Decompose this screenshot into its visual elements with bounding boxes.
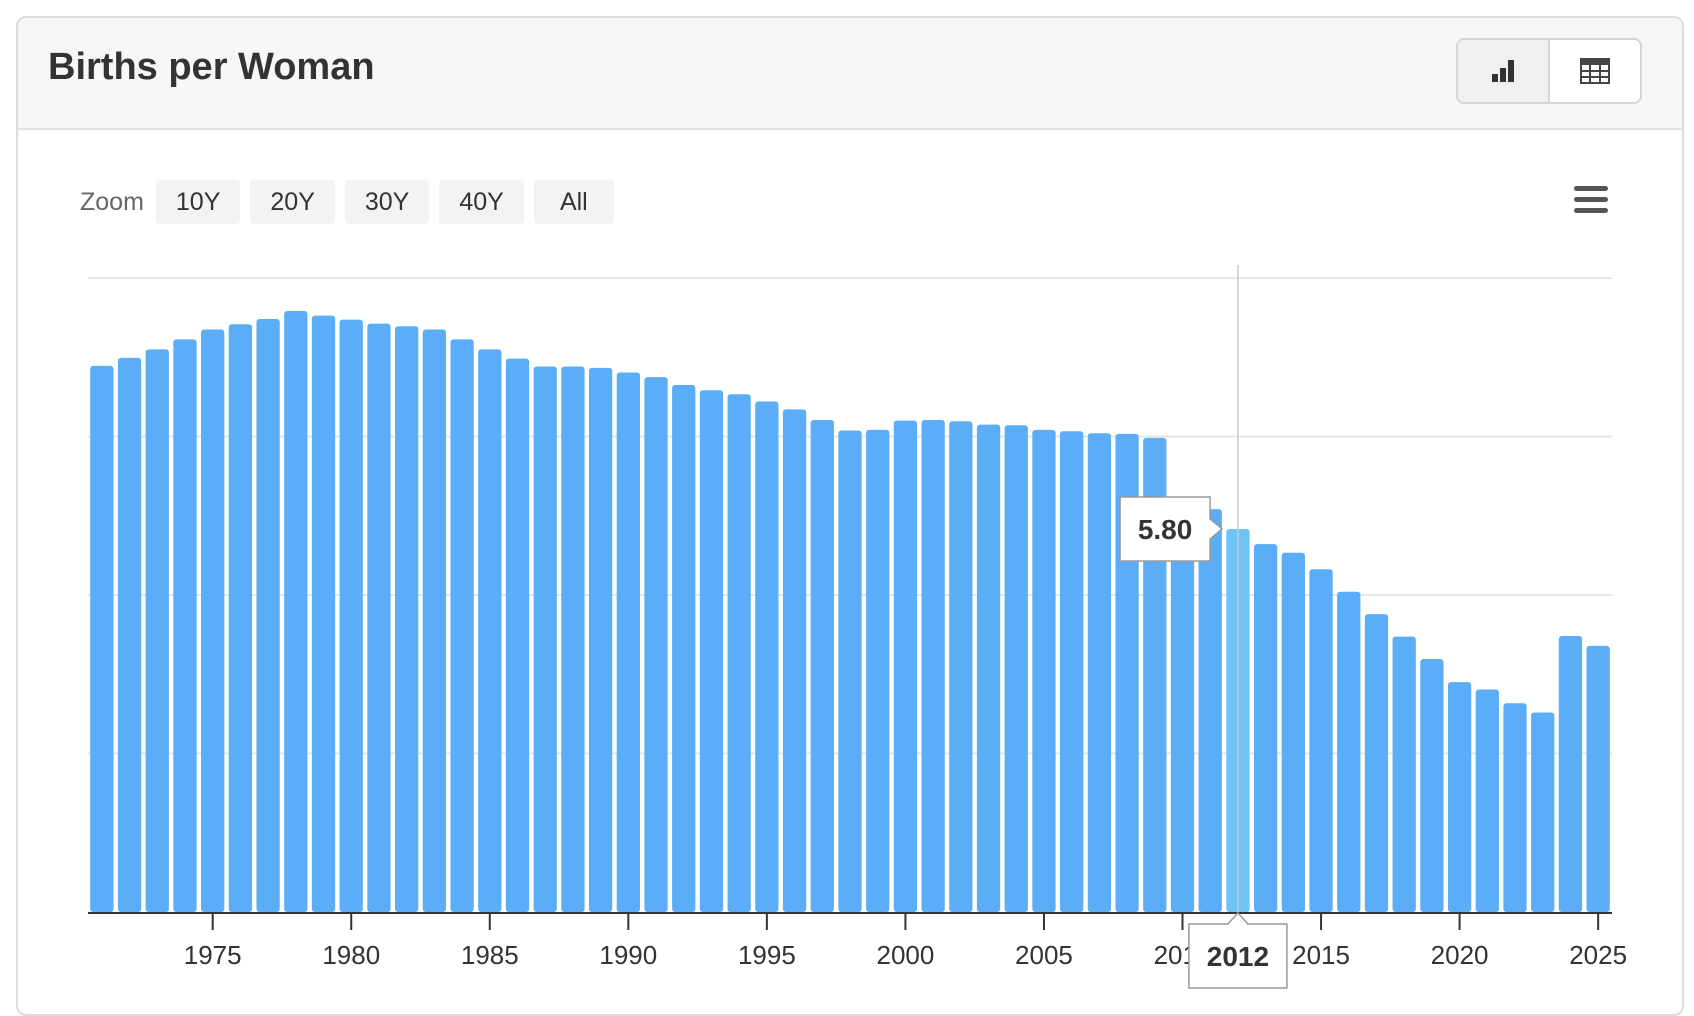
bar-1976	[228, 324, 253, 913]
bar-1986	[505, 358, 530, 913]
bar-1995	[755, 401, 779, 912]
hamburger-menu-icon[interactable]	[1574, 186, 1608, 214]
bar-2022	[1503, 703, 1527, 912]
bar-2011	[1198, 509, 1222, 912]
bar-1983	[422, 329, 447, 912]
bar-2003	[976, 424, 1001, 912]
bar-2007	[1087, 433, 1112, 912]
bar-2023	[1531, 712, 1555, 912]
bar-2016	[1337, 591, 1361, 912]
bar-1996	[782, 409, 807, 912]
bar-1998	[838, 430, 862, 912]
x-tick-label: 2000	[876, 940, 934, 970]
bar-2004	[1004, 425, 1028, 912]
bar-2001	[921, 419, 945, 912]
bar-1972	[117, 357, 142, 913]
bar-1982	[395, 326, 419, 912]
bar-1991	[644, 377, 668, 912]
bar-2024	[1558, 635, 1583, 912]
x-tick-label: 1995	[738, 940, 796, 970]
bar-1978	[284, 311, 308, 912]
bar-2014	[1281, 552, 1305, 912]
bar-2015	[1309, 569, 1333, 912]
table-icon	[1580, 58, 1610, 84]
bar-1999	[866, 429, 890, 912]
zoom-20y-button[interactable]: 20Y	[250, 180, 335, 224]
bar-2000	[893, 420, 918, 912]
bar-2018	[1392, 636, 1416, 912]
bar-chart-icon	[1492, 60, 1514, 82]
x-tick-label: 1990	[599, 940, 657, 970]
zoom-all-button[interactable]: All	[533, 180, 614, 224]
zoom-controls: Zoom 10Y 20Y 30Y 40Y All	[80, 180, 614, 224]
bar-2020	[1447, 682, 1472, 912]
x-label-tooltip-label: 2012	[1207, 941, 1269, 972]
bar-1975	[201, 329, 225, 912]
bar-1990	[616, 372, 640, 912]
bar-2002	[949, 421, 973, 912]
x-tick-label: 2020	[1431, 940, 1489, 970]
bar-1979	[311, 315, 336, 912]
bar-1981	[367, 323, 391, 913]
bar-2021	[1475, 689, 1499, 912]
zoom-40y-button[interactable]: 40Y	[439, 180, 524, 224]
bar-1988	[561, 366, 585, 912]
bar-1994	[727, 394, 751, 912]
bar-1987	[533, 366, 557, 912]
x-tick-label: 2025	[1569, 940, 1627, 970]
value-tooltip-label: 5.80	[1138, 514, 1193, 545]
x-tick-label: 1985	[461, 940, 519, 970]
page-title: Births per Woman	[48, 46, 375, 88]
zoom-10y-button[interactable]: 10Y	[155, 180, 241, 224]
value-tooltip: 5.80	[1119, 496, 1224, 562]
bar-1997	[810, 419, 834, 912]
value-tooltip-box	[1119, 496, 1224, 562]
bar-2005	[1032, 429, 1056, 912]
bar-1992	[672, 384, 696, 912]
x-tick-label: 1980	[322, 940, 380, 970]
bar-2019	[1420, 659, 1444, 912]
bar-2017	[1364, 614, 1389, 912]
bar-2013	[1253, 544, 1278, 912]
chart-view-button[interactable]	[1458, 40, 1550, 102]
bar-1974	[173, 339, 197, 912]
x-label-tooltip-box	[1188, 911, 1288, 989]
table-view-button[interactable]	[1550, 40, 1640, 102]
view-toggle	[1456, 38, 1642, 104]
bar-1984	[450, 339, 474, 912]
zoom-label: Zoom	[80, 187, 144, 216]
bar-1973	[145, 349, 169, 912]
x-label-tooltip: 2012	[1188, 911, 1288, 989]
x-tick-label: 2005	[1015, 940, 1073, 970]
zoom-30y-button[interactable]: 30Y	[344, 180, 430, 224]
bar-2010	[1170, 503, 1195, 912]
x-tick-label: 2015	[1292, 940, 1350, 970]
bar-1977	[256, 318, 280, 913]
bar-1989	[588, 367, 613, 913]
bar-1993	[699, 390, 724, 912]
bar-1971	[90, 365, 114, 912]
bar-1980	[339, 319, 363, 912]
x-tick-label: 1975	[184, 940, 242, 970]
bar-1985	[478, 349, 502, 912]
card-header: Births per Woman	[18, 18, 1682, 130]
bar-2025	[1586, 645, 1610, 912]
bar-2006	[1060, 431, 1084, 912]
